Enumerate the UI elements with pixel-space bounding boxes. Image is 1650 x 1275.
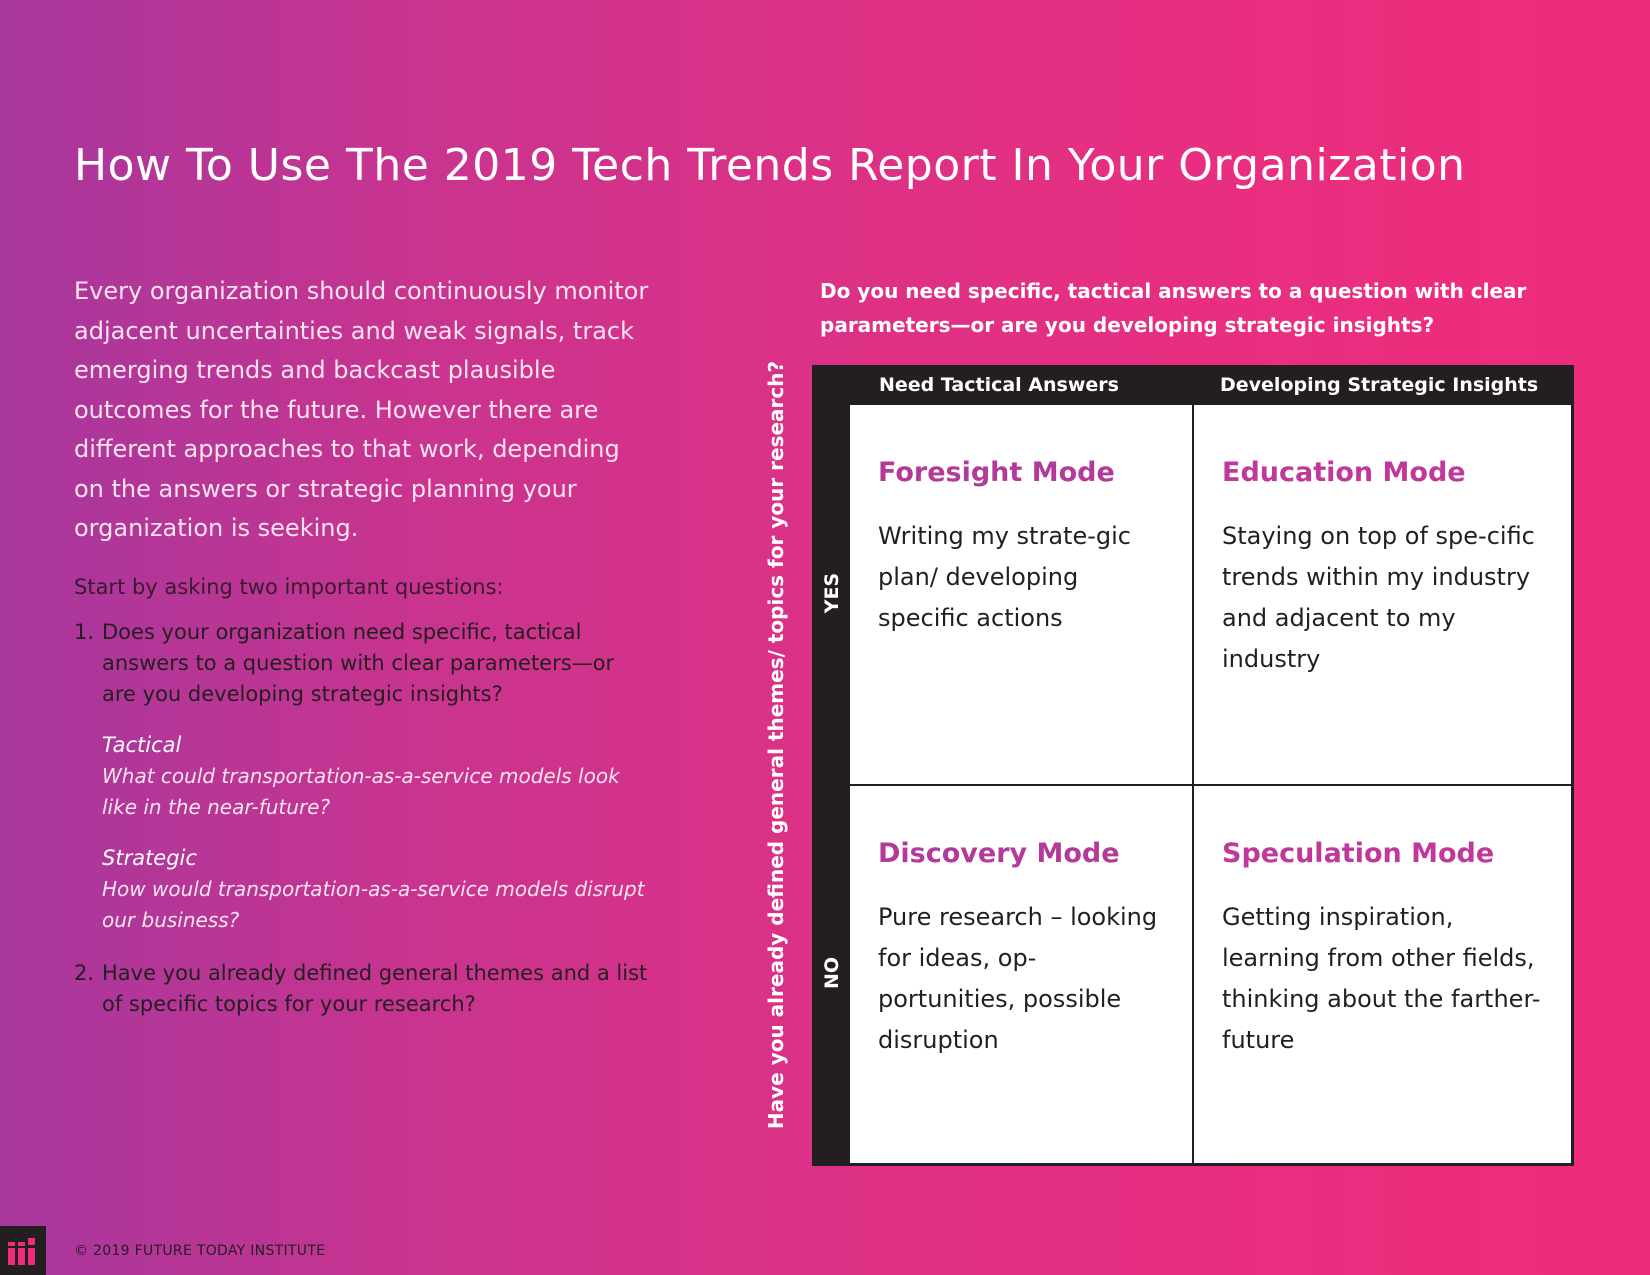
fti-logo-icon — [0, 1226, 46, 1275]
example-text: How would transportation-as-a-service mo… — [102, 876, 645, 932]
cell-discovery-mode: Discovery Mode Pure research – looking f… — [850, 786, 1192, 1163]
question-text: Does your organization need specific, ta… — [102, 619, 615, 706]
question-number: 2. — [74, 960, 95, 985]
mode-description: Getting inspiration, learning from other… — [1222, 903, 1541, 1054]
start-text: Start by asking two important questions: — [74, 574, 504, 599]
mode-title: Education Mode — [1222, 457, 1466, 488]
column-header-strategic: Developing Strategic Insights — [1220, 374, 1539, 396]
mode-description: Staying on top of spe-cific trends withi… — [1222, 522, 1535, 673]
mode-title: Speculation Mode — [1222, 838, 1495, 869]
footer-copyright: © 2019 FUTURE TODAY INSTITUTE — [74, 1243, 326, 1259]
example-label: Strategic — [102, 845, 197, 870]
example-text: What could transportation-as-a-service m… — [102, 763, 620, 819]
example-strategic: Strategic How would transportation-as-a-… — [102, 843, 654, 936]
question-number: 1. — [74, 619, 95, 644]
mode-title: Foresight Mode — [878, 457, 1115, 488]
mode-title: Discovery Mode — [878, 838, 1120, 869]
question-item-1: 1. Does your organization need specific,… — [74, 617, 654, 936]
row-label-yes: YES — [821, 572, 843, 614]
mode-description: Pure research – looking for ideas, op-po… — [878, 903, 1158, 1054]
column-header-tactical: Need Tactical Answers — [879, 374, 1119, 396]
cell-speculation-mode: Speculation Mode Getting inspiration, le… — [1194, 786, 1571, 1163]
matrix-side-question: Have you already defined general themes/… — [764, 360, 788, 1130]
mode-description: Writing my strate-gic plan/ developing s… — [878, 522, 1131, 632]
mode-matrix: Need Tactical Answers Developing Strateg… — [812, 365, 1574, 1166]
question-text: Have you already defined general themes … — [102, 960, 648, 1016]
row-label-no: NO — [821, 956, 843, 990]
question-list: 1. Does your organization need specific,… — [74, 617, 654, 1020]
cell-education-mode: Education Mode Staying on top of spe-cif… — [1194, 405, 1571, 784]
left-column: Every organization should continuously m… — [74, 272, 654, 1020]
intro-paragraph: Every organization should continuously m… — [74, 277, 649, 542]
example-tactical: Tactical What could transportation-as-a-… — [102, 730, 654, 823]
question-item-2: 2. Have you already defined general them… — [74, 958, 654, 1020]
cell-foresight-mode: Foresight Mode Writing my strate-gic pla… — [850, 405, 1192, 784]
example-label: Tactical — [102, 732, 182, 757]
matrix-top-question: Do you need specific, tactical answers t… — [820, 279, 1527, 337]
page-title: How To Use The 2019 Tech Trends Report I… — [74, 140, 1466, 191]
